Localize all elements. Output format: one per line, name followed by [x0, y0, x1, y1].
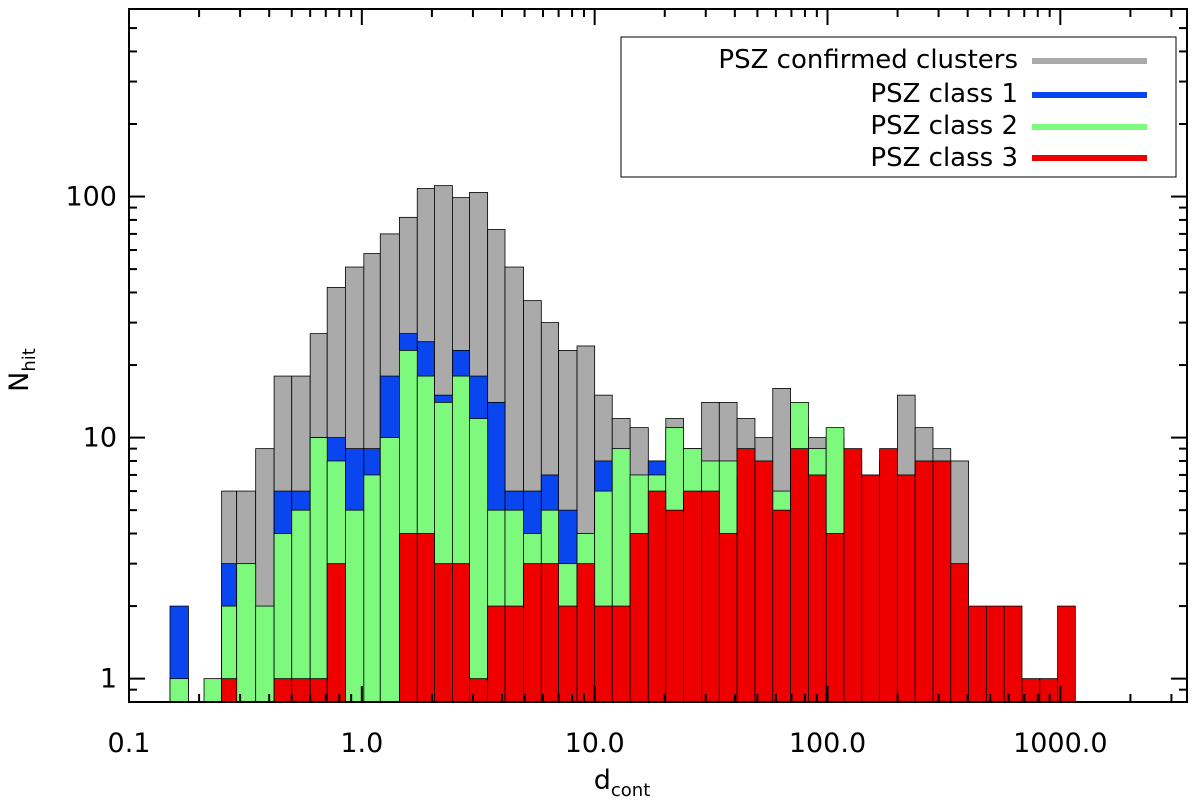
bar-psz-class-3-3	[221, 678, 238, 703]
bar-psz-class-2-6	[273, 533, 293, 703]
bar-psz-class-3-14	[416, 533, 435, 703]
bar-psz-class-2-4	[236, 563, 257, 703]
bar-psz-class-3-43	[932, 460, 952, 703]
legend-label-class3: PSZ class 3	[870, 143, 1018, 173]
bar-psz-class-3-45	[968, 605, 987, 703]
bar-psz-class-3-9	[326, 563, 346, 703]
bar-psz-class-3-26	[629, 533, 649, 703]
x-axis-title-main: d	[594, 765, 611, 796]
bar-psz-class-3-25	[611, 605, 631, 703]
bar-psz-class-3-33	[754, 460, 774, 703]
bar-psz-class-3-40	[879, 448, 898, 703]
x-axis-title: dcont	[594, 765, 651, 801]
bar-psz-class-3-44	[950, 563, 969, 703]
y-tick-label: 10	[83, 423, 117, 454]
bar-psz-class-3-29	[683, 490, 703, 703]
bar-psz-class-3-15	[434, 563, 453, 703]
bar-psz-class-3-46	[985, 605, 1005, 703]
x-tick-label: 0.1	[108, 728, 151, 759]
x-axis-title-sub: cont	[611, 780, 650, 801]
bar-psz-class-3-8	[309, 678, 328, 703]
bar-psz-class-3-20	[523, 563, 542, 703]
x-tick-label: 100.0	[789, 728, 866, 759]
bar-psz-class-3-23	[576, 563, 596, 703]
bar-psz-class-3-21	[540, 563, 559, 703]
bar-psz-class-2-5	[255, 605, 275, 703]
bar-psz-class-3-24	[594, 605, 613, 703]
bar-psz-class-3-28	[665, 509, 685, 703]
bar-psz-class-3-36	[808, 474, 827, 703]
bar-psz-class-3-22	[558, 605, 578, 703]
y-tick-label: 1	[100, 664, 117, 695]
bar-psz-class-3-16	[452, 563, 470, 703]
legend-label-confirmed: PSZ confirmed clusters	[718, 45, 1018, 75]
bar-psz-class-2-17	[469, 418, 489, 703]
legend-label-class1: PSZ class 1	[870, 79, 1018, 109]
bar-psz-class-3-27	[647, 490, 667, 703]
bar-psz-class-3-31	[718, 533, 738, 703]
bar-psz-class-3-37	[825, 533, 845, 703]
bar-psz-class-3-6	[273, 678, 293, 703]
bar-psz-class-3-32	[736, 448, 756, 703]
x-tick-label: 1.0	[340, 728, 383, 759]
bar-psz-class-3-13	[398, 533, 418, 703]
bars-group	[169, 185, 1076, 703]
bar-psz-class-3-42	[914, 460, 934, 703]
axis-ticks: 0.1 1.0 10.0 100.0 1000.0 1 10 100	[65, 8, 1187, 759]
bar-psz-class-2-2	[203, 678, 223, 703]
legend: PSZ confirmed clusters PSZ class 1 PSZ c…	[620, 36, 1177, 178]
bar-psz-class-3-47	[1003, 605, 1023, 703]
legend-label-class2: PSZ class 2	[870, 111, 1018, 141]
bar-psz-class-3-41	[896, 474, 916, 703]
bar-psz-class-2-12	[379, 437, 400, 703]
x-tick-label: 10.0	[565, 728, 625, 759]
bar-psz-class-2-0	[169, 678, 189, 703]
bar-psz-class-2-7	[291, 509, 311, 703]
bar-psz-class-3-38	[843, 448, 863, 703]
bar-psz-class-3-19	[504, 605, 524, 703]
bar-psz-class-3-7	[291, 678, 311, 703]
bar-psz-class-3-39	[861, 474, 880, 703]
x-tick-label: 1000.0	[1013, 728, 1107, 759]
bar-psz-class-2-11	[363, 474, 381, 703]
bar-psz-class-3-30	[701, 490, 720, 703]
bar-psz-class-2-10	[344, 509, 365, 703]
plot-frame	[128, 8, 1188, 703]
y-axis-title-main: N	[4, 372, 35, 392]
bar-psz-class-3-35	[790, 448, 809, 703]
y-axis-title-sub: hit	[19, 348, 40, 371]
bar-psz-class-2-8	[309, 437, 328, 703]
bar-psz-class-3-34	[772, 509, 791, 703]
y-axis-title: Nhit	[4, 348, 40, 392]
y-tick-label: 100	[65, 182, 117, 213]
bar-psz-class-3-18	[487, 605, 506, 703]
